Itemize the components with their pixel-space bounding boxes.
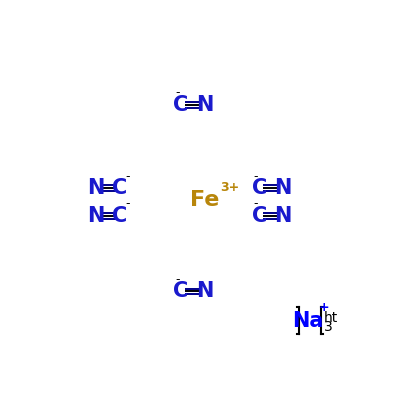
- Text: C: C: [173, 95, 189, 115]
- Text: +: +: [319, 301, 330, 314]
- Text: C: C: [173, 281, 189, 301]
- Text: N: N: [88, 206, 105, 226]
- Text: 3: 3: [324, 320, 333, 334]
- Text: Fe: Fe: [190, 190, 220, 210]
- Text: -: -: [254, 197, 258, 210]
- Text: -: -: [125, 197, 130, 210]
- Text: -: -: [254, 170, 258, 182]
- Text: -: -: [175, 273, 180, 286]
- Text: N: N: [196, 281, 213, 301]
- Text: Na: Na: [292, 310, 324, 330]
- Text: 3+: 3+: [220, 181, 240, 194]
- Text: N: N: [88, 178, 105, 198]
- Text: N: N: [196, 95, 213, 115]
- Text: C: C: [252, 178, 267, 198]
- Text: C: C: [252, 206, 267, 226]
- Text: -: -: [125, 170, 130, 182]
- Text: N: N: [274, 178, 292, 198]
- Text: ht: ht: [324, 310, 338, 324]
- Text: C: C: [112, 178, 127, 198]
- Text: -: -: [175, 86, 180, 100]
- Text: C: C: [112, 206, 127, 226]
- Text: N: N: [274, 206, 292, 226]
